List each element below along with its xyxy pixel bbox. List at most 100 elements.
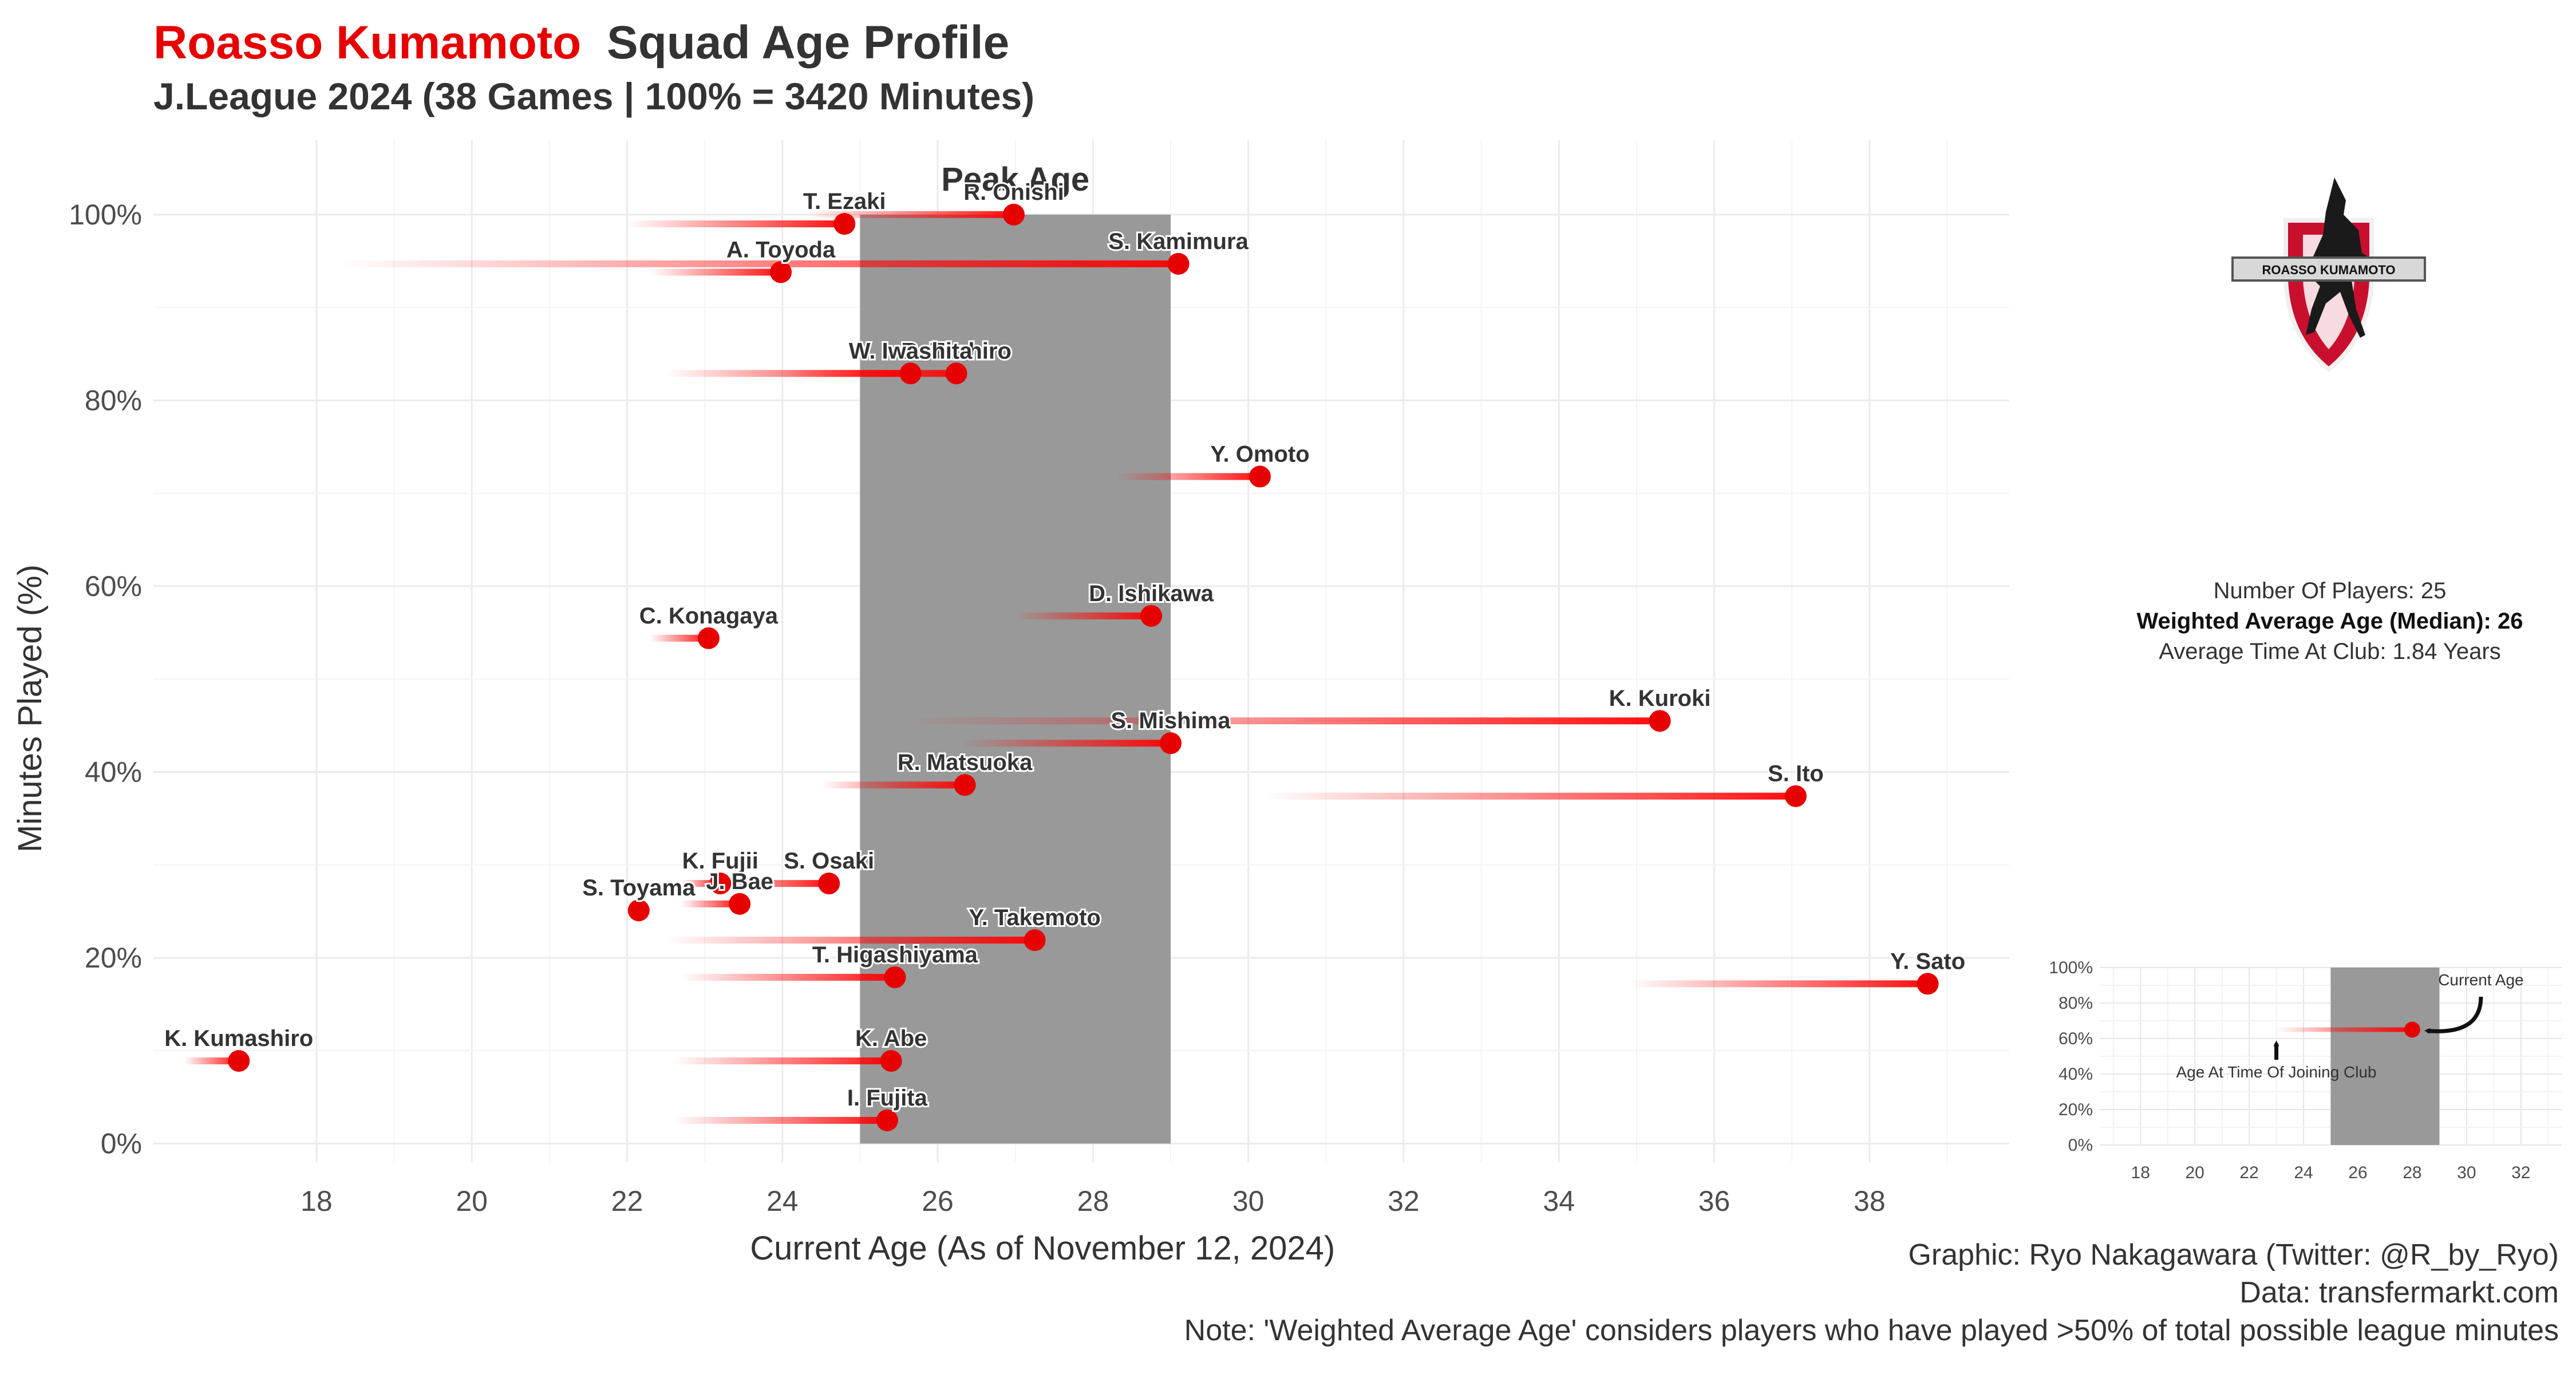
- legend-y-tick-label: 20%: [2059, 1100, 2093, 1119]
- player-trail: [906, 717, 1660, 725]
- legend-example-trail: [2276, 1027, 2412, 1032]
- x-tick-label: 30: [1232, 1185, 1265, 1217]
- player-trail: [1263, 792, 1796, 800]
- legend-x-tick-label: 24: [2294, 1163, 2313, 1182]
- player-trail: [821, 781, 965, 789]
- player-label: K. Fujii: [682, 848, 758, 874]
- player-trail: [705, 880, 829, 887]
- club-name: Roasso Kumamoto: [153, 17, 582, 69]
- legend-y-tick-label: 0%: [2068, 1136, 2093, 1155]
- legend-y-tick-label: 100%: [2049, 958, 2093, 977]
- legend-x-tick-label: 30: [2457, 1163, 2476, 1182]
- player-label: Y. Takemoto: [969, 905, 1100, 930]
- player-point: [770, 261, 792, 283]
- y-tick-label: 0%: [101, 1128, 142, 1160]
- y-tick-label: 20%: [85, 942, 142, 974]
- player-label: T. Ezaki: [803, 189, 886, 214]
- x-tick-label: 32: [1388, 1185, 1420, 1217]
- player-point: [228, 1050, 250, 1072]
- y-tick-label: 80%: [85, 384, 142, 416]
- legend-joined-age-label: Age At Time Of Joining Club: [2176, 1063, 2376, 1081]
- player-trail: [627, 220, 845, 228]
- player-trail: [681, 974, 895, 981]
- player-point: [729, 893, 751, 915]
- player-label: I. Fujita: [847, 1085, 928, 1111]
- player-point: [709, 872, 732, 895]
- player-point: [697, 627, 720, 649]
- player-trail: [666, 370, 911, 377]
- player-label: R. Onishi: [963, 180, 1064, 205]
- player-trail: [650, 634, 709, 642]
- player-point: [880, 1050, 902, 1072]
- info-weighted-age: Weighted Average Age (Median): 26: [2136, 609, 2523, 634]
- legend-x-tick-label: 18: [2131, 1163, 2150, 1182]
- player-label: R. Matsuoka: [898, 750, 1033, 775]
- x-tick-label: 26: [922, 1185, 954, 1217]
- player-label: S. Toyama: [582, 875, 696, 901]
- x-tick-label: 22: [611, 1185, 643, 1217]
- player-label: S. Ito: [1768, 761, 1824, 787]
- trail-layer: [184, 211, 1928, 1124]
- peak-age-label: Peak Age: [941, 161, 1089, 198]
- player-label: T. Higashiyama: [812, 942, 978, 968]
- player-trail: [184, 1057, 239, 1065]
- x-tick-label: 24: [767, 1185, 799, 1217]
- legend-peak-band: [2330, 968, 2440, 1145]
- player-point: [1140, 605, 1163, 627]
- player-label: K. Kuroki: [1609, 686, 1711, 711]
- footer-source: Data: transfermarkt.com: [2239, 1276, 2559, 1309]
- player-point: [1167, 252, 1190, 275]
- footer-credit: Graphic: Ryo Nakagawara (Twitter: @R_by_…: [1908, 1238, 2559, 1272]
- legend-chart: 18 20 22 24 26 28 30 32 0% 20% 40% 60% 80% 100% Curren…: [2049, 958, 2562, 1182]
- peak-layer: Peak Age: [860, 161, 1171, 1144]
- player-point: [1249, 465, 1271, 488]
- x-tick-label: 20: [456, 1185, 488, 1217]
- player-point: [1024, 929, 1046, 951]
- player-point: [945, 362, 967, 385]
- player-trail: [1015, 612, 1152, 619]
- logo-text: ROASSO KUMAMOTO: [2262, 263, 2395, 277]
- player-label: A. Toyoda: [726, 237, 836, 262]
- legend-y-tick-label: 80%: [2059, 994, 2093, 1013]
- info-time-at-club: Average Time At Club: 1.84 Years: [2159, 639, 2501, 664]
- club-logo: ROASSO KUMAMOTO: [2231, 177, 2426, 373]
- legend-x-tick-label: 32: [2511, 1163, 2530, 1182]
- player-label: Y. Omoto: [1210, 441, 1309, 467]
- player-point: [1784, 785, 1807, 807]
- player-point: [1159, 732, 1182, 755]
- legend-x-tick-label: 26: [2348, 1163, 2367, 1182]
- title-text: Squad Age Profile: [607, 17, 1010, 69]
- player-label: D. Ishikawa: [1089, 581, 1214, 606]
- legend-y-tick-label: 60%: [2059, 1029, 2093, 1048]
- player-point: [954, 774, 976, 796]
- player-label: S. Osaki: [784, 848, 874, 874]
- point-layer: [228, 203, 1939, 1131]
- player-trail: [1116, 473, 1260, 480]
- player-label: W. Iwashita: [849, 338, 973, 364]
- legend-y-tick-label: 40%: [2059, 1065, 2093, 1084]
- legend-current-age-arrow: [2424, 996, 2483, 1034]
- chart-subtitle: J.League 2024 (38 Games | 100% = 3420 Mi…: [153, 75, 1035, 117]
- player-label: S. Mishima: [1111, 708, 1231, 733]
- logo-ribbon: [2231, 256, 2426, 282]
- legend-x-tick-label: 28: [2403, 1163, 2421, 1182]
- label-layer: R. Onishi T. Ezaki S. Kamimura A. Toyoda R. …: [163, 178, 1967, 1112]
- player-point: [1649, 710, 1671, 732]
- player-trail: [339, 260, 1179, 267]
- player-point: [818, 872, 840, 895]
- player-label: J. Bae: [706, 869, 773, 894]
- legend-current-age-label: Current Age: [2438, 971, 2523, 989]
- player-point: [899, 362, 922, 385]
- player-label: S. Kamimura: [1108, 229, 1249, 254]
- legend-example-point: [2404, 1021, 2420, 1038]
- player-label: K. Kumashiro: [164, 1026, 313, 1051]
- legend-x-tick-label: 22: [2239, 1163, 2258, 1182]
- player-trail: [1629, 980, 1928, 988]
- y-tick-label: 40%: [85, 756, 142, 788]
- x-axis-title: Current Age (As of November 12, 2024): [750, 1230, 1335, 1267]
- x-tick-label: 36: [1698, 1185, 1730, 1217]
- player-point: [1917, 973, 1939, 995]
- player-trail: [673, 1116, 887, 1124]
- player-trail: [681, 900, 740, 907]
